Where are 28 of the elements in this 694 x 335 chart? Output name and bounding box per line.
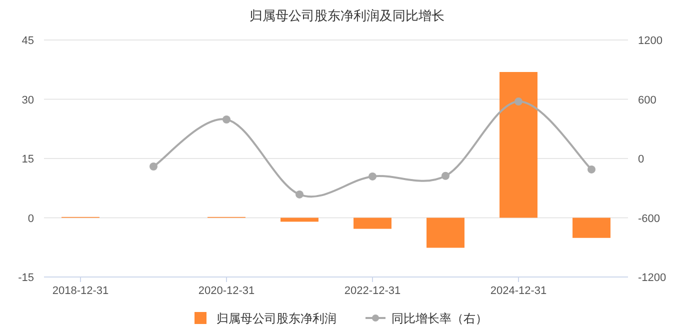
- point: [514, 98, 522, 106]
- y-tick-label: 0: [28, 212, 34, 225]
- point: [150, 162, 158, 170]
- bar: [354, 218, 392, 229]
- y-tick-label: 15: [22, 154, 34, 166]
- point: [222, 115, 230, 124]
- bar: [426, 218, 464, 248]
- x-tick-label: 2018-12-31: [52, 285, 109, 297]
- x-tick-label: 2022-12-31: [344, 285, 401, 297]
- point: [588, 165, 596, 174]
- y2-tick-label: -1200: [638, 272, 666, 284]
- legend-label: 同比增长率（右）: [392, 312, 488, 326]
- x-tick-label: 2024-12-31: [490, 285, 547, 297]
- y-tick-label: 45: [22, 35, 34, 47]
- y2-tick-label: 0: [638, 154, 644, 166]
- x-tick-label: 2020-12-31: [198, 285, 255, 297]
- legend-label: 归属母公司股东净利润: [216, 312, 336, 326]
- point: [368, 172, 376, 180]
- bar: [572, 218, 610, 238]
- y2-tick-label: 1200: [638, 35, 662, 47]
- bar: [500, 72, 538, 218]
- chart-title: 归属母公司股东净利润及同比增长: [250, 8, 444, 23]
- y2-tick-label: 600: [638, 94, 656, 106]
- y-tick-label: -15: [18, 272, 34, 284]
- point: [442, 172, 450, 180]
- y-tick-label: 30: [22, 94, 34, 106]
- y2-tick-label: -600: [638, 212, 660, 225]
- point: [296, 190, 304, 198]
